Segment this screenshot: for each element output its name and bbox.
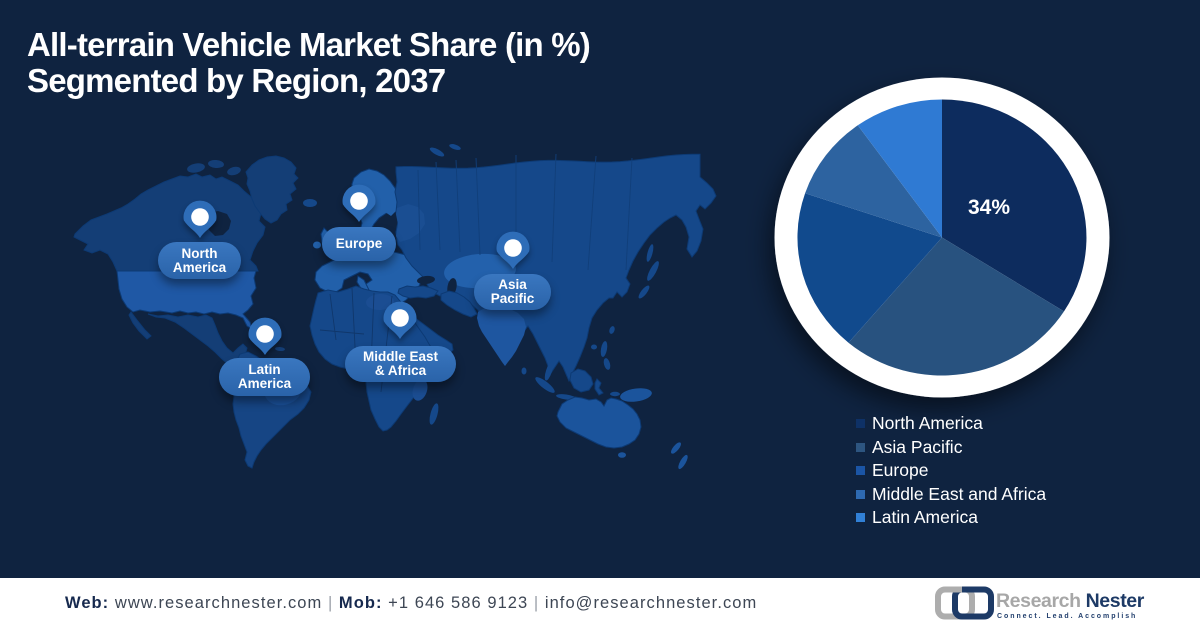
svg-text:Connect. Lead. Accomplish: Connect. Lead. Accomplish xyxy=(997,613,1137,620)
svg-text:Research Nester: Research Nester xyxy=(996,590,1145,612)
